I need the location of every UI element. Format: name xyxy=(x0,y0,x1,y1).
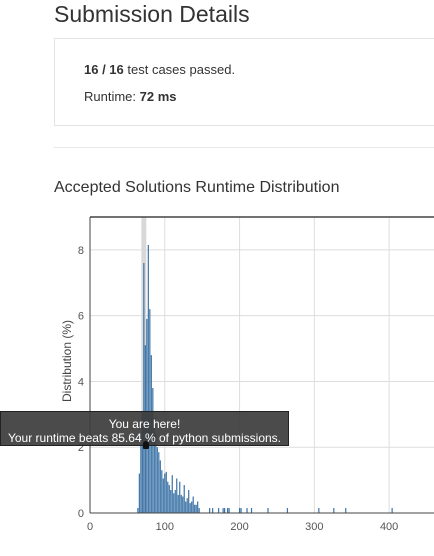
y-tick-label: 6 xyxy=(78,311,84,323)
distribution-bar[interactable] xyxy=(143,263,145,513)
distribution-bar[interactable] xyxy=(192,496,194,513)
distribution-bar[interactable] xyxy=(227,508,229,513)
distribution-bar[interactable] xyxy=(171,475,173,513)
runtime-tooltip: You are here! Your runtime beats 85.64 %… xyxy=(0,411,289,446)
tooltip-message: Your runtime beats 85.64 % of python sub… xyxy=(7,431,282,445)
distribution-bar[interactable] xyxy=(188,489,190,513)
your-runtime-marker-icon xyxy=(143,441,149,449)
submission-summary-panel: 16 / 16 test cases passed. Runtime: 72 m… xyxy=(54,38,434,126)
distribution-bar[interactable] xyxy=(218,508,220,513)
passed-text: test cases passed. xyxy=(127,62,236,77)
distribution-bar[interactable] xyxy=(318,508,320,513)
passed-count: 16 / 16 xyxy=(84,62,124,77)
distribution-bar[interactable] xyxy=(170,489,172,513)
distribution-bar[interactable] xyxy=(224,508,226,513)
distribution-section-title: Accepted Solutions Runtime Distribution xyxy=(54,179,340,196)
distribution-bar[interactable] xyxy=(158,452,160,513)
distribution-bar[interactable] xyxy=(179,481,181,513)
distribution-bar[interactable] xyxy=(165,471,167,513)
distribution-bar[interactable] xyxy=(185,501,187,513)
runtime-label: Runtime: xyxy=(84,89,137,104)
distribution-bar[interactable] xyxy=(180,494,182,513)
runtime-value: 72 ms xyxy=(139,89,177,104)
distribution-bar[interactable] xyxy=(391,508,393,513)
distribution-bar[interactable] xyxy=(153,417,155,513)
distribution-bar[interactable] xyxy=(194,504,196,513)
y-axis-label: Distribution (%) xyxy=(60,320,74,402)
distribution-bar[interactable] xyxy=(186,498,188,513)
distribution-bar[interactable] xyxy=(147,244,149,513)
distribution-bar[interactable] xyxy=(246,508,248,513)
y-tick-label: 2 xyxy=(78,442,84,454)
distribution-bar[interactable] xyxy=(156,447,158,513)
test-cases-status: 16 / 16 test cases passed. xyxy=(84,62,235,77)
distribution-bar[interactable] xyxy=(168,485,170,513)
distribution-bar[interactable] xyxy=(191,501,193,513)
distribution-bar[interactable] xyxy=(182,496,184,513)
distribution-bar[interactable] xyxy=(189,503,191,513)
distribution-bar[interactable] xyxy=(167,481,169,513)
y-tick-label: 4 xyxy=(78,376,84,388)
distribution-bar[interactable] xyxy=(238,508,241,513)
distribution-bar[interactable] xyxy=(183,485,185,513)
distribution-bar[interactable] xyxy=(240,508,242,513)
distribution-bar[interactable] xyxy=(212,508,214,513)
page-title: Submission Details xyxy=(54,1,250,27)
distribution-bar[interactable] xyxy=(286,508,289,513)
distribution-bar[interactable] xyxy=(141,411,143,513)
distribution-bar[interactable] xyxy=(138,473,140,513)
distribution-bar[interactable] xyxy=(176,478,178,513)
distribution-bar[interactable] xyxy=(159,460,161,513)
distribution-bar[interactable] xyxy=(164,473,166,513)
distribution-bar[interactable] xyxy=(250,508,253,513)
section-divider xyxy=(54,147,434,148)
y-tick-label: 8 xyxy=(78,245,84,257)
distribution-bar[interactable] xyxy=(162,478,164,513)
distribution-bar[interactable] xyxy=(197,501,199,513)
distribution-bar[interactable] xyxy=(209,508,211,513)
distribution-bar[interactable] xyxy=(137,508,139,513)
y-tick-label: 0 xyxy=(78,508,84,520)
distribution-bar[interactable] xyxy=(174,489,176,513)
x-tick-label: 300 xyxy=(305,521,323,533)
distribution-bar[interactable] xyxy=(345,508,347,513)
x-tick-label: 0 xyxy=(87,521,93,533)
distribution-bar[interactable] xyxy=(161,470,163,513)
distribution-bar[interactable] xyxy=(173,493,175,513)
distribution-bar[interactable] xyxy=(222,508,224,513)
x-tick-label: 200 xyxy=(230,521,248,533)
x-tick-label: 400 xyxy=(380,521,398,533)
distribution-bar[interactable] xyxy=(198,508,200,513)
distribution-bar[interactable] xyxy=(177,494,179,513)
distribution-bar[interactable] xyxy=(152,388,154,513)
x-tick-label: 100 xyxy=(156,521,174,533)
runtime-status: Runtime: 72 ms xyxy=(84,89,177,104)
distribution-bar[interactable] xyxy=(228,508,230,513)
distribution-bar[interactable] xyxy=(195,504,197,513)
distribution-bar[interactable] xyxy=(333,508,335,513)
distribution-bar[interactable] xyxy=(155,434,157,513)
tooltip-title: You are here! xyxy=(108,417,181,431)
distribution-bar[interactable] xyxy=(267,508,269,513)
runtime-distribution-chart[interactable]: 0 100 200 300 400 0 2 4 6 8 Distribution (%) xyxy=(0,210,434,545)
distribution-bar[interactable] xyxy=(140,443,142,513)
